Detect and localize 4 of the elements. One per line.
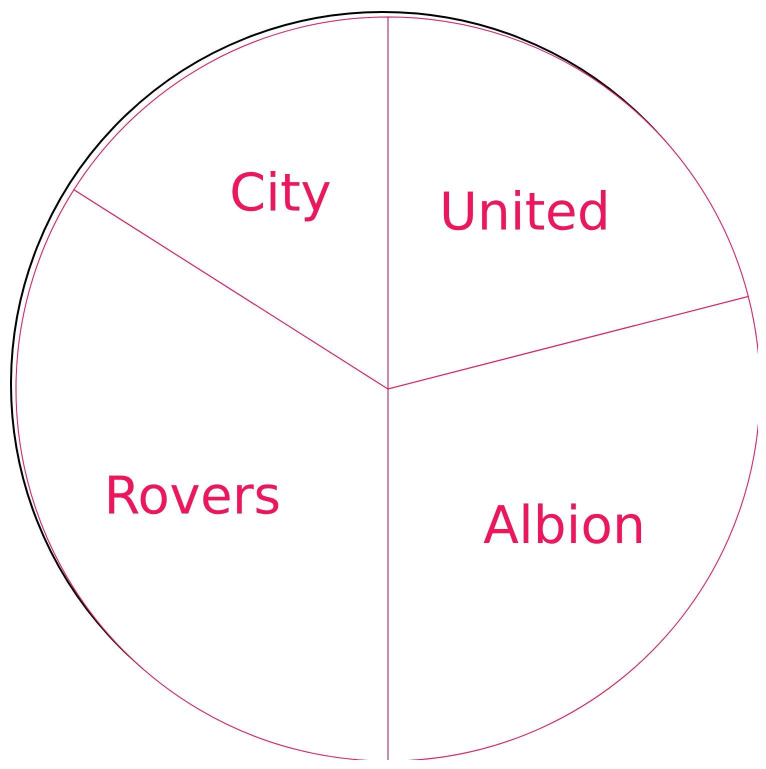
slice-label: Albion: [483, 496, 646, 556]
slice-label: United: [439, 182, 610, 243]
slice-label: City: [230, 163, 332, 224]
slice-label: Rovers: [104, 466, 281, 527]
